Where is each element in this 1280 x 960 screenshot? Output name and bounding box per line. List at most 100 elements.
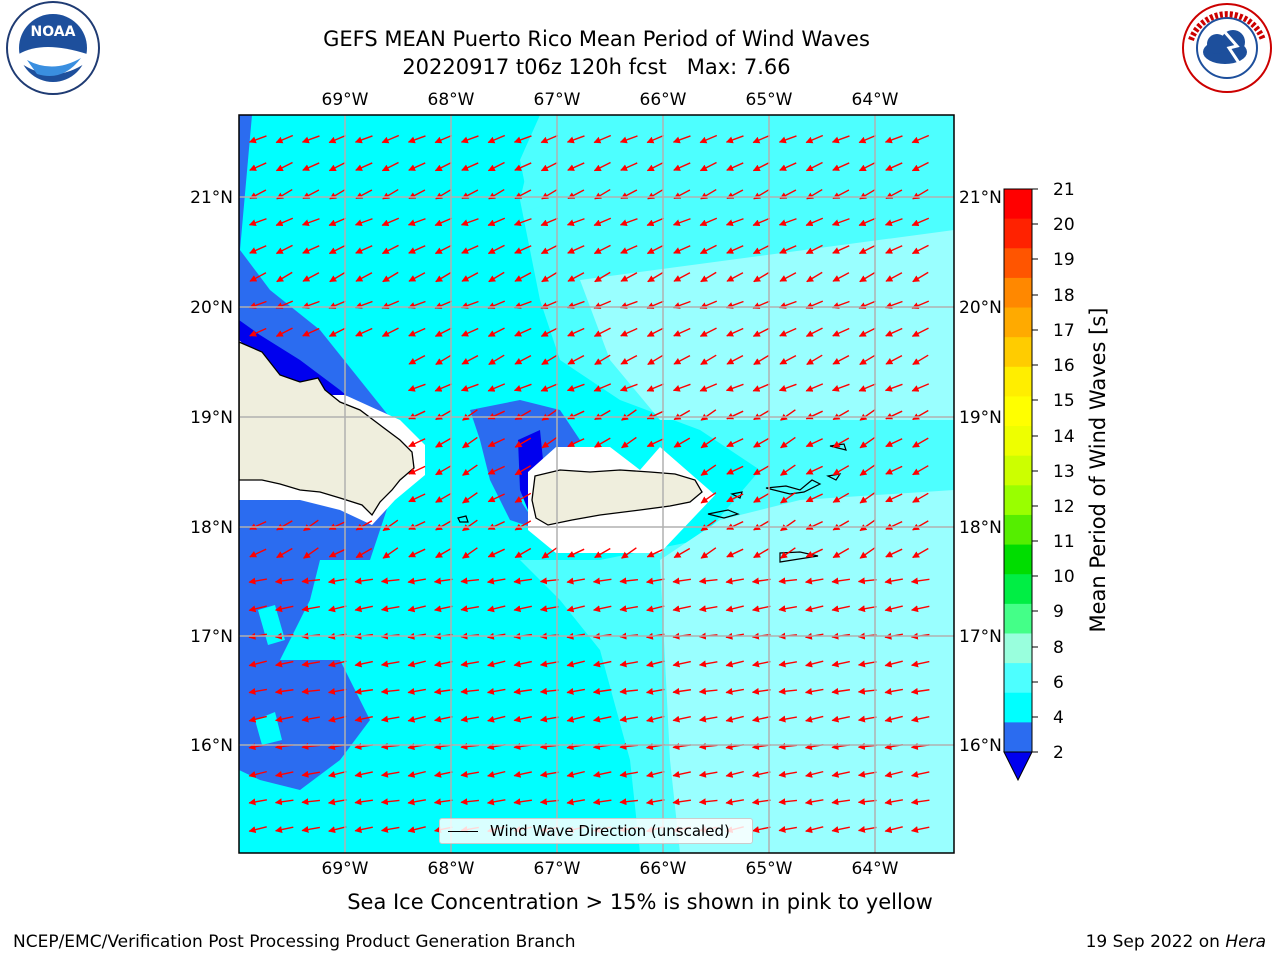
wind-wave-arrow [566,798,585,806]
wind-wave-arrow [779,327,797,337]
lon-tick-top: 65°W [746,90,793,110]
wind-wave-arrow [805,520,823,530]
map-frame [238,114,955,854]
wind-wave-arrow [780,492,796,504]
colorbar-segment [1004,366,1032,397]
wind-wave-arrow [594,271,611,283]
wind-wave-arrow [276,520,293,531]
wind-wave-arrow [912,409,929,421]
lon-tick-bottom: 67°W [534,859,581,879]
wind-wave-arrow [327,577,347,585]
wind-wave-arrow [381,244,399,255]
wind-wave-arrow [302,245,320,254]
wind-wave-arrow [619,218,638,227]
footer-date-text: 19 Sep 2022 on [1085,932,1220,952]
wind-wave-arrow [884,605,903,613]
wind-wave-arrow [487,493,505,503]
wind-wave-arrow [567,438,585,448]
wind-wave-arrow [700,519,717,532]
wind-wave-arrow [646,217,665,227]
wind-wave-arrow [911,770,930,778]
wind-wave-arrow [301,577,321,585]
wind-wave-arrow [857,577,877,585]
wind-wave-arrow [382,547,399,559]
wind-wave-arrow [858,244,876,255]
wind-wave-arrow [620,327,638,337]
wind-wave-arrow [858,134,877,144]
wind-wave-arrow [275,161,293,172]
wind-wave-arrow [885,327,903,337]
wind-wave-arrow [700,354,717,366]
wind-wave-arrow [355,327,373,337]
wind-wave-arrow [912,437,929,448]
wind-wave-arrow [884,577,903,585]
wind-wave-arrow [859,409,876,421]
lon-tick-bottom: 64°W [852,859,899,879]
wind-wave-arrow [805,605,824,613]
wind-wave-arrow [540,244,558,255]
wind-wave-arrow [514,245,532,254]
wind-wave-arrow [647,271,664,283]
wind-wave-arrow [513,715,532,723]
wind-wave-arrow [355,547,373,559]
wind-wave-arrow [859,464,876,476]
wind-wave-arrow [355,245,373,254]
wind-wave-arrow [751,687,771,695]
wind-wave-arrow [857,605,877,613]
wind-wave-arrow [805,660,824,668]
wind-wave-arrow [407,577,426,585]
wind-wave-arrow [912,354,929,366]
wind-wave-arrow [857,826,877,833]
wind-wave-arrow [752,770,771,778]
wind-wave-arrow [513,605,532,613]
wind-wave-arrow [302,327,320,337]
wind-wave-arrow [460,715,479,723]
wind-wave-arrow [487,715,506,723]
wind-wave-arrow [514,492,532,503]
wind-wave-arrow [381,327,399,337]
wind-wave-arrow [911,383,930,392]
wind-wave-arrow [831,660,850,668]
wind-wave-arrow [698,605,718,613]
wind-wave-arrow [806,354,823,366]
wind-wave-arrow [381,134,400,144]
wind-wave-arrow [461,245,479,254]
wind-wave-arrow [672,577,692,585]
wind-wave-arrow [646,548,664,558]
wind-wave-arrow [726,327,744,337]
colorbar-tick-label: 4 [1053,708,1064,728]
wind-wave-arrow [407,135,426,144]
wind-wave-arrow [859,271,876,283]
wind-wave-arrow [408,493,426,503]
colorbar-segment [1004,426,1032,457]
wind-wave-arrow [593,715,612,723]
wind-wave-arrow [673,437,691,448]
wind-wave-arrow [832,354,850,365]
wind-wave-arrow [274,687,294,695]
wind-wave-arrow [435,547,452,559]
wind-wave-arrow [726,245,744,254]
wind-wave-arrow [646,770,665,778]
lon-tick-top: 64°W [852,90,899,110]
wind-wave-arrow [857,715,877,723]
wind-wave-arrow [567,327,585,337]
colorbar-tick-label: 11 [1053,532,1075,552]
wind-wave-arrow [354,826,373,833]
wind-wave-arrow [753,547,770,559]
colorbar-segment [1004,248,1032,279]
lat-ticks-left: 21°N 20°N 19°N 18°N 17°N 16°N [190,188,233,756]
wind-wave-arrow [380,770,400,778]
wind-wave-arrow [435,465,452,476]
wind-wave-arrow [726,272,744,282]
lon-tick-top: 67°W [534,90,581,110]
wind-wave-arrow [380,687,400,695]
wind-wave-arrow [698,660,718,668]
lon-ticks-bottom: 69°W 68°W 67°W 66°W 65°W 64°W [322,859,899,879]
colorbar-segment [1004,485,1032,516]
noaa-logo: NOAA [6,1,100,95]
wind-wave-arrow [566,770,585,778]
wind-wave-arrow [780,547,796,559]
wind-wave-arrow [778,577,798,585]
wind-wave-arrow [752,161,770,172]
